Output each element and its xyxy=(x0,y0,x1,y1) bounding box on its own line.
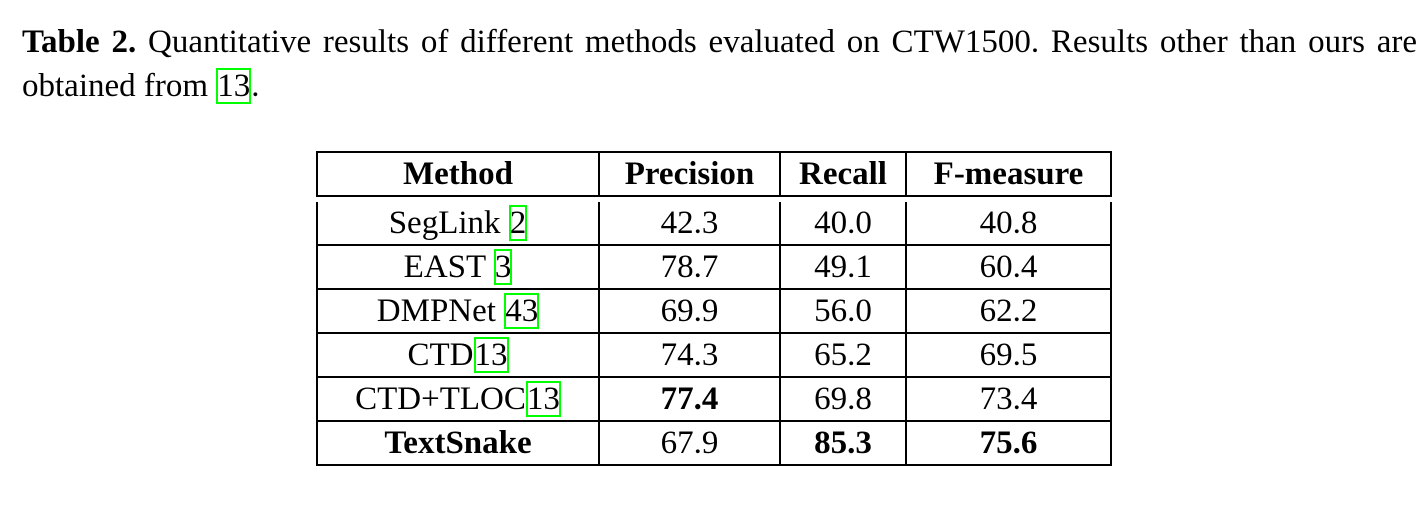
method-name: SegLink xyxy=(388,204,509,241)
recall-cell: 56.0 xyxy=(781,290,907,334)
recall-cell: 49.1 xyxy=(781,246,907,290)
caption-text-end: . xyxy=(251,68,260,104)
recall-cell: 65.2 xyxy=(781,334,907,378)
recall-cell: 69.8 xyxy=(781,378,907,422)
header-precision: Precision xyxy=(600,151,781,197)
fmeasure-cell: 69.5 xyxy=(907,334,1112,378)
recall-cell: 40.0 xyxy=(781,202,907,246)
precision-cell: 67.9 xyxy=(600,422,781,466)
method-cell: CTD+TLOC13 xyxy=(316,378,600,422)
table-row: SegLink 2 42.3 40.0 40.8 xyxy=(316,202,1112,246)
results-table: Method Precision Recall F-measure SegLin… xyxy=(316,151,1112,466)
precision-cell: 69.9 xyxy=(600,290,781,334)
precision-cell: 42.3 xyxy=(600,202,781,246)
fmeasure-cell: 60.4 xyxy=(907,246,1112,290)
method-cell: SegLink 2 xyxy=(316,202,600,246)
method-name: CTD xyxy=(407,336,474,373)
method-name: DMPNet xyxy=(376,292,505,329)
method-name: TextSnake xyxy=(384,424,532,461)
recall-cell: 85.3 xyxy=(781,422,907,466)
method-citation-link[interactable]: 2 xyxy=(508,204,528,241)
caption-citation-link[interactable]: 13 xyxy=(216,68,252,105)
fmeasure-cell: 73.4 xyxy=(907,378,1112,422)
fmeasure-cell: 40.8 xyxy=(907,202,1112,246)
caption-label: Table 2. xyxy=(22,24,137,60)
precision-cell: 78.7 xyxy=(600,246,781,290)
method-citation-link[interactable]: 3 xyxy=(493,248,513,285)
method-cell: CTD13 xyxy=(316,334,600,378)
precision-cell: 77.4 xyxy=(600,378,781,422)
caption-text: Quantitative results of different method… xyxy=(22,24,1417,104)
header-method: Method xyxy=(316,151,600,197)
header-recall: Recall xyxy=(781,151,907,197)
method-citation-link[interactable]: 13 xyxy=(473,336,509,373)
method-citation-link[interactable]: 43 xyxy=(504,292,540,329)
method-name: CTD+TLOC xyxy=(355,380,526,417)
table-caption: Table 2. Quantitative results of differe… xyxy=(22,20,1417,108)
method-citation-link[interactable]: 13 xyxy=(525,380,561,417)
method-cell: TextSnake xyxy=(316,422,600,466)
fmeasure-cell: 62.2 xyxy=(907,290,1112,334)
header-fmeasure: F-measure xyxy=(907,151,1112,197)
method-cell: DMPNet 43 xyxy=(316,290,600,334)
fmeasure-cell: 75.6 xyxy=(907,422,1112,466)
table-header-row: Method Precision Recall F-measure xyxy=(316,151,1112,197)
table-row: CTD+TLOC13 77.4 69.8 73.4 xyxy=(316,378,1112,422)
table-row: TextSnake 67.9 85.3 75.6 xyxy=(316,422,1112,466)
method-name: EAST xyxy=(403,248,494,285)
method-cell: EAST 3 xyxy=(316,246,600,290)
precision-cell: 74.3 xyxy=(600,334,781,378)
table-row: EAST 3 78.7 49.1 60.4 xyxy=(316,246,1112,290)
table-row: CTD13 74.3 65.2 69.5 xyxy=(316,334,1112,378)
table-row: DMPNet 43 69.9 56.0 62.2 xyxy=(316,290,1112,334)
